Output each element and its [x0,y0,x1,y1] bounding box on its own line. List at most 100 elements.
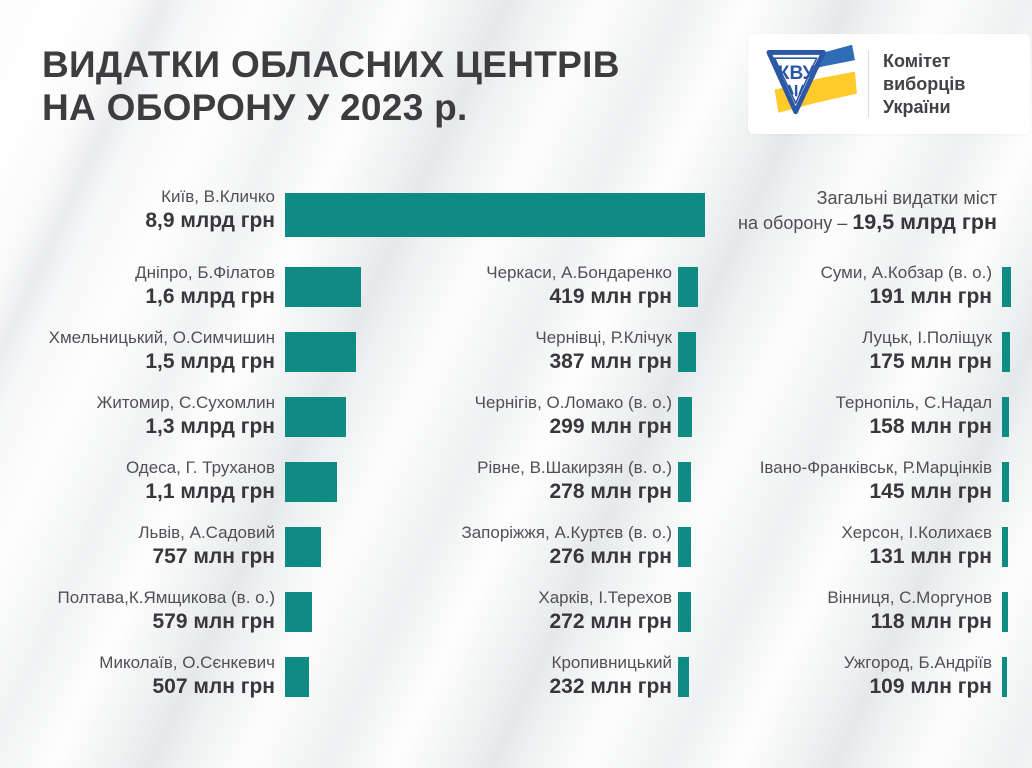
bar-labels: Дніпро, Б.Філатов 1,6 млрд грн [0,262,275,310]
chart-bar [1002,332,1010,372]
chart-bar [1002,592,1008,632]
total-line2-prefix: на оборону – [738,213,853,233]
chart-bar [1002,397,1009,437]
bar-value-label: 158 млн грн [869,415,992,438]
chart-row: Миколаїв, О.Сєнкевич 507 млн грн [0,652,1032,704]
chart-row: Львів, А.Садовий 757 млн грн [0,522,1032,574]
kvu-emblem-icon: КВУ [766,44,857,115]
bar-label-city-mayor: Хмельницький, О.Симчишин [48,328,275,347]
total-line2: на оборону – 19,5 млрд грн [738,210,997,236]
chart-row: Запоріжжя, А.Куртєв (в. о.) 276 млн грн [390,522,1032,574]
bar-value-label: 145 млн грн [869,480,992,503]
bar-label-city-mayor: Чернівці, Р.Клічук [535,328,672,347]
triangle-inner-border [773,57,818,104]
bar-label-city-mayor: Рівне, В.Шакирзян (в. о.) [477,458,672,477]
bar-labels: Кропивницький 232 млн грн [390,652,672,700]
chart-row: Житомир, С.Сухомлин 1,3 млрд грн [0,392,1032,444]
chart-row: Чернігів, О.Ломако (в. о.) 299 млн грн [390,392,1032,444]
chart-row: Дніпро, Б.Філатов 1,6 млрд грн [0,262,1032,314]
bar-labels: Одеса, Г. Труханов 1,1 млрд грн [0,457,275,505]
total-value: 19,5 млрд грн [852,210,997,234]
bar-labels: Тернопіль, С.Надал 158 млн грн [710,392,992,440]
bar-labels: Рівне, В.Шакирзян (в. о.) 278 млн грн [390,457,672,505]
bar-value-label: 1,5 млрд грн [145,350,275,373]
chart-bar [285,397,346,437]
org-name-line2: виборців [883,73,966,94]
bar-labels: Харків, І.Терехов 272 млн грн [390,587,672,635]
bar-value-label: 387 млн грн [549,350,672,373]
bar-value-label: 109 млн грн [869,675,992,698]
org-name: Комітет виборців України [883,50,965,119]
chart-bar [1002,527,1008,567]
bar-label-city-mayor: Кропивницький [551,653,672,672]
total-spending-note: Загальні видатки міст на оборону – 19,5 … [738,187,997,236]
chart-bar [1002,462,1009,502]
bar-labels: Чернівці, Р.Клічук 387 млн грн [390,327,672,375]
org-name-line3: України [883,96,951,117]
bar-label-city-mayor: Миколаїв, О.Сєнкевич [99,653,275,672]
bar-labels: Вінниця, С.Моргунов 118 млн грн [710,587,992,635]
bar-value-label: 232 млн грн [549,675,672,698]
chart-row: Івано-Франківськ, Р.Марцінків 145 млн грн [710,457,1032,509]
chart-row: Харків, І.Терехов 272 млн грн [390,587,1032,639]
bar-labels: Хмельницький, О.Симчишин 1,5 млрд грн [0,327,275,375]
chart-bar [285,592,312,632]
page-title-line2: НА ОБОРОНУ У 2023 р. [42,87,468,128]
chart-bar [1002,657,1007,697]
bar-label-city-mayor: Харків, І.Терехов [538,588,672,607]
chart-bar [678,657,689,697]
bar-label-city-mayor: Дніпро, Б.Філатов [135,263,275,282]
bar-label-city-mayor: Тернопіль, С.Надал [835,393,992,412]
chart-row: Одеса, Г. Труханов 1,1 млрд грн [0,457,1032,509]
chart-bar [285,462,337,502]
chart-bar [678,267,698,307]
bar-label-city-mayor: Київ, В.Кличко [161,187,275,206]
bar-label-city-mayor: Житомир, С.Сухомлин [96,393,275,412]
bar-value-label: 1,6 млрд грн [145,285,275,308]
chart-row: Луцьк, І.Поліщук 175 млн грн [710,327,1032,379]
chart-bar [678,397,692,437]
bar-value-label: 1,3 млрд грн [145,415,275,438]
chart-row: Черкаси, А.Бондаренко 419 млн грн [390,262,1032,314]
chart-row: Рівне, В.Шакирзян (в. о.) 278 млн грн [390,457,1032,509]
chart-row: Київ, В.Кличко 8,9 млрд грн [0,186,1032,238]
chart-row: Чернівці, Р.Клічук 387 млн грн [390,327,1032,379]
bar-label-city-mayor: Івано-Франківськ, Р.Марцінків [759,458,992,477]
bar-labels: Херсон, І.Колихаєв 131 млн грн [710,522,992,570]
chart-row: Херсон, І.Колихаєв 131 млн грн [710,522,1032,574]
bar-value-label: 276 млн грн [549,545,672,568]
logo-divider [868,51,869,117]
chart-row: Кропивницький 232 млн грн [390,652,1032,704]
bar-value-label: 191 млн грн [869,285,992,308]
bar-labels: Луцьк, І.Поліщук 175 млн грн [710,327,992,375]
bar-labels: Суми, А.Кобзар (в. о.) 191 млн грн [710,262,992,310]
bar-value-label: 131 млн грн [869,545,992,568]
bar-label-city-mayor: Ужгород, Б.Андріїв [843,653,992,672]
bar-label-city-mayor: Полтава,К.Ямщикова (в. о.) [57,588,275,607]
chart-bar [678,527,691,567]
bar-label-city-mayor: Черкаси, А.Бондаренко [486,263,672,282]
bar-labels: Чернігів, О.Ломако (в. о.) 299 млн грн [390,392,672,440]
bar-label-city-mayor: Луцьк, І.Поліщук [862,328,992,347]
bar-label-city-mayor: Львів, А.Садовий [138,523,275,542]
chart-bar [678,592,691,632]
page-title: ВИДАТКИ ОБЛАСНИХ ЦЕНТРІВ НА ОБОРОНУ У 20… [42,43,620,129]
bar-labels: Житомир, С.Сухомлин 1,3 млрд грн [0,392,275,440]
chart-bar [285,193,705,237]
bar-value-label: 579 млн грн [152,610,275,633]
chart-bar [285,267,361,307]
chart-row: Вінниця, С.Моргунов 118 млн грн [710,587,1032,639]
bar-value-label: 1,1 млрд грн [145,480,275,503]
bar-value-label: 118 млн грн [870,610,992,633]
bar-label-city-mayor: Запоріжжя, А.Куртєв (в. о.) [461,523,672,542]
bar-label-city-mayor: Вінниця, С.Моргунов [827,588,992,607]
bar-label-city-mayor: Суми, А.Кобзар (в. о.) [820,263,992,282]
bar-value-label: 175 млн грн [869,350,992,373]
org-name-line1: Комітет [883,50,951,71]
bar-value-label: 757 млн грн [152,545,275,568]
kvu-monogram: КВУ [778,63,816,84]
bar-labels: Черкаси, А.Бондаренко 419 млн грн [390,262,672,310]
bar-labels: Полтава,К.Ямщикова (в. о.) 579 млн грн [0,587,275,635]
chart-row: Полтава,К.Ямщикова (в. о.) 579 млн грн [0,587,1032,639]
